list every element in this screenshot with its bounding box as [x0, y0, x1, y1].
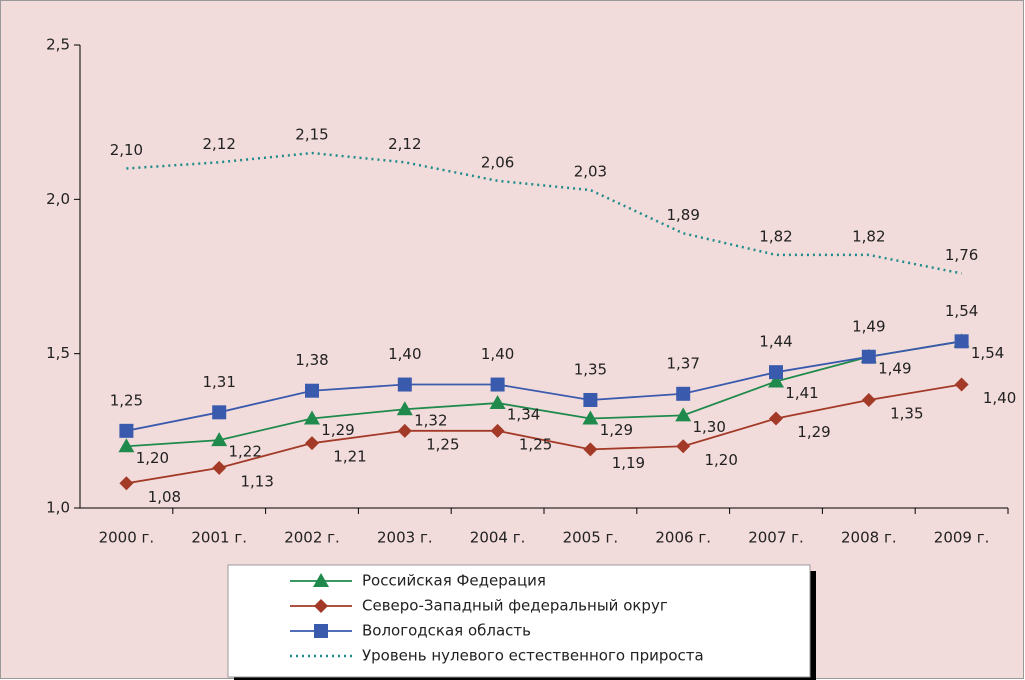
- value-label: 1,54: [945, 302, 978, 320]
- legend-label: Российская Федерация: [362, 572, 546, 590]
- marker: [304, 410, 320, 425]
- series-line: [126, 340, 962, 432]
- value-label: 1,35: [574, 360, 607, 378]
- x-tick-label: 2003 г.: [377, 529, 433, 547]
- legend-label: Северо-Западный федеральный округ: [362, 597, 668, 615]
- y-tick-label: 2,5: [46, 36, 70, 54]
- value-label: 1,08: [148, 488, 181, 506]
- value-label: 1,40: [481, 345, 514, 363]
- marker: [490, 377, 505, 392]
- value-label: 1,38: [295, 351, 328, 369]
- marker: [119, 476, 134, 491]
- marker: [397, 423, 412, 438]
- value-label: 1,49: [852, 317, 885, 335]
- marker: [396, 401, 413, 416]
- marker: [769, 411, 783, 426]
- value-label: 1,22: [228, 443, 261, 461]
- value-label: 1,19: [612, 454, 645, 472]
- marker: [861, 392, 876, 407]
- value-label: 1,29: [600, 421, 633, 439]
- value-label: 1,34: [507, 406, 540, 424]
- marker: [676, 386, 691, 401]
- series-line: [126, 151, 962, 275]
- value-label: 1,49: [878, 359, 911, 377]
- value-label: 2,12: [388, 135, 421, 153]
- x-tick-label: 2008 г.: [841, 529, 897, 547]
- value-label: 1,25: [426, 435, 459, 453]
- marker: [118, 438, 135, 453]
- marker: [314, 599, 328, 613]
- value-label: 1,13: [240, 472, 273, 490]
- series-line: [126, 340, 962, 448]
- value-label: 1,32: [414, 412, 447, 430]
- marker: [582, 410, 599, 425]
- marker: [861, 349, 876, 364]
- value-label: 1,40: [388, 345, 421, 363]
- marker: [119, 423, 134, 438]
- value-label: 1,29: [797, 423, 830, 441]
- value-label: 2,06: [481, 153, 514, 171]
- legend-label: Уровень нулевого естественного прироста: [362, 647, 704, 665]
- value-label: 1,82: [759, 227, 792, 245]
- marker: [769, 365, 783, 380]
- value-label: 1,41: [785, 384, 818, 402]
- value-label: 1,20: [704, 451, 737, 469]
- x-tick-label: 2009 г.: [934, 529, 990, 547]
- marker: [305, 383, 319, 398]
- marker: [305, 436, 319, 451]
- value-label: 1,25: [110, 391, 143, 409]
- value-label: 1,29: [321, 421, 354, 439]
- y-tick-label: 1,5: [46, 344, 70, 362]
- value-label: 1,82: [852, 227, 885, 245]
- x-tick-label: 2006 г.: [655, 529, 711, 547]
- marker: [583, 442, 598, 457]
- value-label: 1,20: [136, 449, 169, 467]
- marker: [212, 405, 227, 420]
- legend-label: Вологодская область: [362, 622, 531, 640]
- x-tick-label: 2005 г.: [563, 529, 619, 547]
- marker: [211, 432, 228, 447]
- series-line: [126, 383, 962, 485]
- marker: [490, 423, 505, 438]
- y-tick-label: 2,0: [46, 190, 70, 208]
- value-label: 2,10: [110, 141, 143, 159]
- value-label: 2,15: [295, 126, 328, 144]
- marker: [954, 334, 969, 349]
- value-label: 2,12: [202, 135, 235, 153]
- value-label: 1,35: [890, 404, 923, 422]
- value-label: 2,03: [574, 163, 607, 181]
- marker: [397, 377, 412, 392]
- value-label: 1,37: [666, 354, 699, 372]
- x-tick-label: 2002 г.: [284, 529, 340, 547]
- value-label: 1,54: [971, 344, 1004, 362]
- marker: [314, 624, 328, 638]
- value-label: 1,30: [692, 418, 725, 436]
- marker: [212, 460, 227, 475]
- marker: [768, 373, 784, 388]
- marker: [489, 395, 506, 410]
- value-label: 1,25: [519, 435, 552, 453]
- value-label: 1,76: [945, 246, 978, 264]
- y-tick-label: 1,0: [46, 499, 70, 517]
- marker: [954, 377, 969, 392]
- x-tick-label: 2000 г.: [99, 529, 155, 547]
- marker: [583, 392, 598, 407]
- x-tick-label: 2001 г.: [191, 529, 247, 547]
- value-label: 1,44: [759, 333, 792, 351]
- marker: [675, 407, 692, 422]
- marker: [313, 573, 329, 587]
- value-label: 1,40: [983, 389, 1016, 407]
- value-label: 1,89: [666, 206, 699, 224]
- marker: [676, 439, 691, 454]
- x-tick-label: 2007 г.: [748, 529, 804, 547]
- x-tick-label: 2004 г.: [470, 529, 526, 547]
- value-label: 1,21: [333, 448, 366, 466]
- value-label: 1,31: [202, 373, 235, 391]
